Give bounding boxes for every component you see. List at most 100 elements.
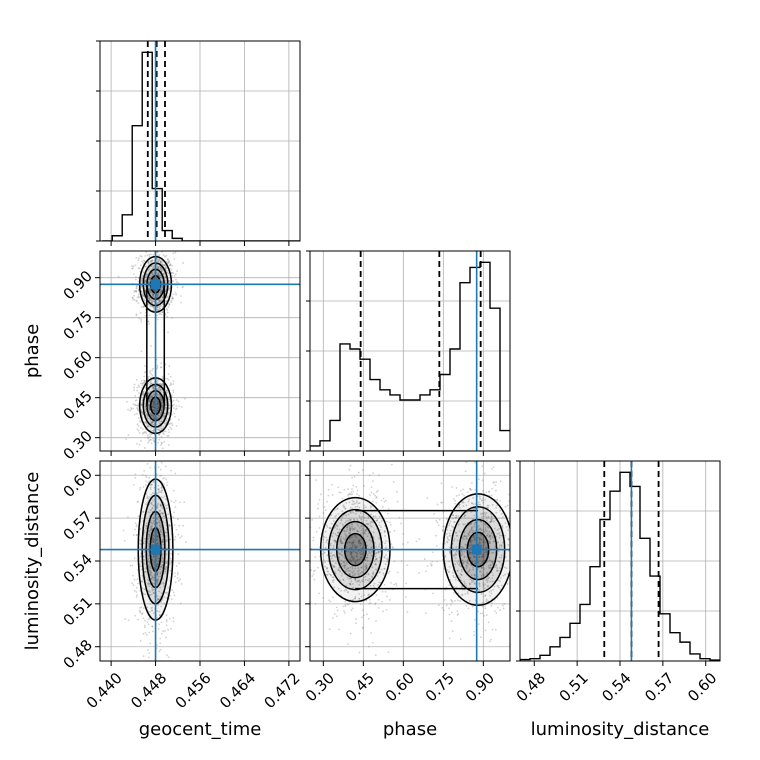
sample-point: [151, 413, 154, 416]
sample-point: [331, 483, 333, 486]
sample-point: [151, 630, 154, 633]
sample-point: [159, 398, 162, 400]
sample-point: [152, 423, 155, 426]
sample-point: [177, 571, 179, 574]
sample-point: [165, 566, 168, 569]
sample-point: [162, 630, 164, 633]
sample-point: [151, 420, 154, 423]
x-axis-label-phase: phase: [383, 719, 437, 740]
sample-point: [353, 475, 356, 478]
truth-marker: [150, 279, 161, 290]
sample-point: [160, 461, 163, 464]
sample-point: [165, 618, 168, 621]
sample-point: [138, 317, 141, 320]
sample-point: [135, 286, 138, 289]
sample-point: [133, 413, 136, 416]
sample-point: [160, 621, 163, 624]
sample-point: [495, 481, 498, 484]
sample-point: [388, 570, 391, 573]
sample-point: [150, 301, 153, 304]
sample-point: [156, 294, 159, 296]
sample-point: [148, 582, 151, 585]
sample-point: [168, 407, 171, 410]
sample-point: [142, 510, 145, 513]
sample-point: [150, 422, 153, 424]
sample-point: [499, 500, 502, 502]
sample-point: [161, 533, 164, 536]
sample-point: [146, 254, 149, 257]
sample-point: [161, 311, 164, 314]
sample-point: [144, 593, 147, 596]
sample-point: [131, 267, 134, 270]
sample-point: [162, 254, 165, 257]
sample-point: [160, 280, 163, 283]
sample-point: [166, 591, 169, 594]
sample-point: [158, 259, 161, 261]
sample-point: [151, 259, 154, 262]
sample-point: [137, 515, 140, 518]
sample-point: [179, 536, 182, 539]
sample-point: [139, 426, 142, 429]
sample-point: [149, 412, 151, 415]
sample-point: [179, 578, 181, 580]
sample-point: [157, 301, 160, 304]
sample-point: [380, 499, 383, 502]
sample-point: [150, 593, 153, 596]
sample-point: [142, 432, 144, 435]
sample-point: [135, 591, 138, 593]
sample-point: [158, 623, 161, 626]
sample-point: [152, 367, 154, 370]
sample-point: [375, 491, 378, 493]
sample-point: [495, 489, 497, 492]
sample-point: [143, 260, 146, 263]
sample-point: [158, 524, 161, 527]
sample-point: [151, 294, 154, 296]
histogram-phase: [310, 251, 510, 451]
sample-point: [150, 299, 153, 302]
sample-point: [158, 438, 161, 441]
sample-point: [159, 388, 162, 391]
sample-point: [150, 483, 153, 486]
sample-point: [150, 413, 152, 416]
sample-point: [135, 285, 138, 288]
sample-point: [485, 614, 488, 617]
sample-point: [168, 412, 171, 415]
x-axis-label-luminosity_distance: luminosity_distance: [531, 719, 710, 740]
sample-point: [158, 265, 161, 267]
sample-point: [151, 272, 153, 274]
sample-point: [133, 298, 136, 301]
sample-point: [473, 630, 476, 633]
sample-point: [150, 501, 153, 504]
sample-point: [442, 609, 445, 612]
sample-point: [127, 619, 130, 622]
sample-point: [152, 265, 155, 268]
sample-point: [132, 574, 135, 577]
sample-point: [136, 389, 138, 392]
sample-point: [322, 597, 325, 599]
sample-point: [147, 382, 149, 385]
sample-point: [156, 306, 159, 309]
sample-point: [156, 409, 159, 412]
sample-point: [148, 590, 150, 592]
sample-point: [148, 280, 150, 283]
sample-point: [160, 487, 163, 489]
sample-point: [132, 584, 135, 587]
sample-point: [157, 521, 160, 524]
sample-point: [156, 407, 159, 410]
sample-point: [156, 521, 158, 524]
sample-point: [184, 541, 187, 544]
sample-point: [151, 588, 154, 591]
sample-point: [123, 539, 126, 542]
sample-point: [164, 465, 167, 468]
sample-point: [157, 404, 160, 407]
sample-point: [157, 402, 160, 405]
sample-point: [153, 417, 155, 420]
sample-point: [314, 569, 316, 572]
sample-point: [159, 395, 161, 398]
sample-point: [358, 494, 361, 497]
sample-point: [169, 375, 172, 378]
sample-point: [490, 604, 493, 607]
sample-point: [152, 406, 155, 409]
sample-point: [152, 481, 155, 484]
